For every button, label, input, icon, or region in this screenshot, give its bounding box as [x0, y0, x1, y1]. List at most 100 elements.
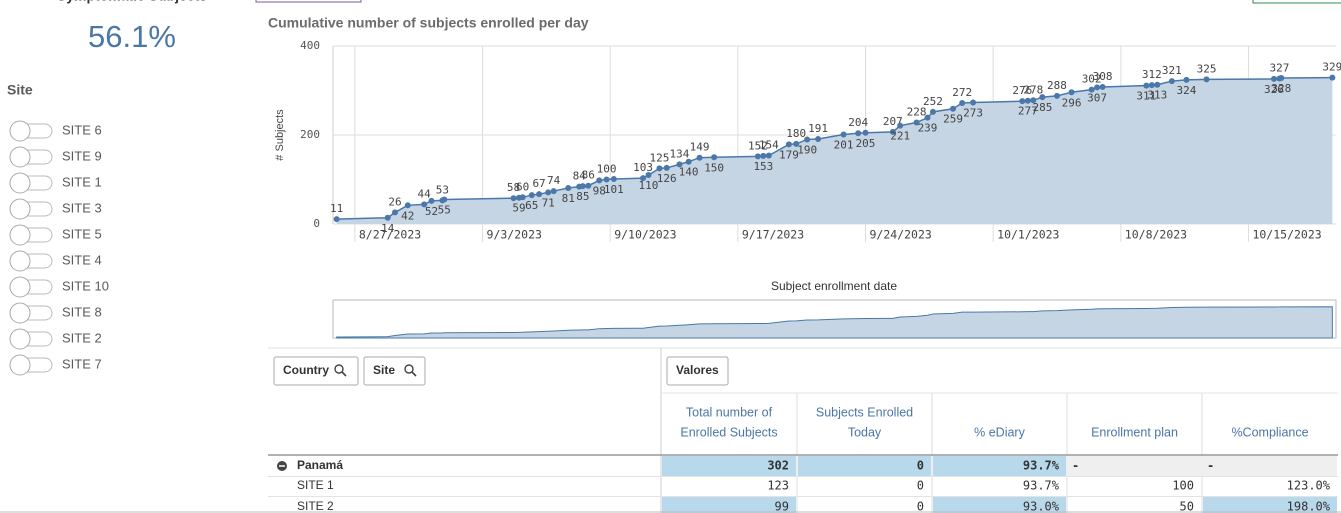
x-tick-label: 9/24/2023	[870, 228, 932, 242]
data-label: 329	[1322, 61, 1341, 74]
data-label: 307	[1087, 91, 1107, 104]
data-label: 312	[1142, 68, 1162, 81]
data-label: 65	[525, 199, 538, 212]
toggle-knob[interactable]	[9, 146, 31, 168]
filter-title: Site	[7, 82, 33, 98]
data-label: 44	[418, 187, 432, 200]
data-point	[1068, 89, 1075, 96]
data-label: 328	[1271, 82, 1291, 95]
toggle-knob[interactable]	[9, 276, 31, 298]
filter-item[interactable]: SITE 10	[62, 278, 109, 293]
data-point	[510, 195, 517, 202]
toggle-knob[interactable]	[9, 172, 31, 194]
data-label: 11	[330, 202, 343, 215]
dimension-button[interactable]	[363, 356, 426, 386]
top-button-edge[interactable]	[1252, 0, 1341, 4]
data-point	[1183, 76, 1190, 83]
toggle-knob[interactable]	[9, 328, 31, 350]
data-point	[1099, 83, 1106, 90]
chart-title: Cumulative number of subjects enrolled p…	[268, 15, 589, 31]
toggle-knob[interactable]	[9, 224, 31, 246]
data-label: 179	[779, 148, 799, 161]
cell-bg	[662, 456, 796, 476]
filter-item[interactable]: SITE 7	[62, 356, 102, 371]
dimension-button[interactable]	[666, 356, 729, 386]
data-label: 42	[401, 209, 414, 222]
filter-item[interactable]: SITE 5	[62, 226, 102, 241]
data-label: 59	[512, 202, 525, 215]
toggle-knob[interactable]	[9, 302, 31, 324]
data-point	[1203, 76, 1210, 83]
x-tick-label: 10/8/2023	[1125, 228, 1187, 242]
cell-bg	[1203, 497, 1337, 513]
column-header: Total number of	[686, 405, 773, 419]
data-label: 277	[1018, 105, 1038, 118]
data-label: 71	[542, 196, 555, 209]
filter-item[interactable]: SITE 4	[62, 252, 102, 267]
filter-item[interactable]: SITE 2	[62, 330, 102, 345]
data-point	[645, 172, 652, 179]
data-point	[384, 214, 391, 221]
top-button-edge[interactable]	[255, 0, 362, 3]
data-label: 53	[436, 183, 449, 196]
kpi-title: Symptomatic Subjects	[57, 0, 207, 4]
button-label[interactable]: Valores	[676, 363, 719, 377]
data-label: 285	[1032, 101, 1052, 114]
data-point	[1154, 81, 1161, 88]
toggle-knob[interactable]	[9, 250, 31, 272]
toggle-knob[interactable]	[9, 120, 31, 142]
data-point	[913, 119, 920, 126]
toggle-knob[interactable]	[9, 354, 31, 376]
data-point	[663, 164, 670, 171]
filter-item[interactable]: SITE 9	[62, 148, 102, 163]
data-label: 204	[848, 116, 868, 129]
data-label: 26	[388, 195, 401, 208]
data-label: 327	[1270, 61, 1290, 74]
data-point	[1329, 74, 1336, 81]
data-label: 67	[532, 177, 545, 190]
data-point	[950, 105, 957, 112]
cell-bg	[662, 497, 796, 513]
data-point	[1088, 86, 1095, 93]
data-point	[929, 108, 936, 115]
data-point	[528, 192, 535, 199]
cell-value: 0	[917, 459, 924, 473]
cell-value: -	[1207, 459, 1214, 473]
data-point	[640, 175, 647, 182]
data-point	[656, 165, 663, 172]
column-header: %Compliance	[1231, 425, 1308, 439]
y-tick-label: 200	[300, 128, 320, 141]
kpi-value: 56.1%	[88, 19, 176, 54]
data-point	[428, 197, 435, 204]
filter-item[interactable]: SITE 8	[62, 304, 102, 319]
button-label[interactable]: Country	[283, 363, 329, 377]
toggle-knob[interactable]	[9, 198, 31, 220]
data-point	[855, 130, 862, 137]
data-point	[333, 216, 340, 223]
data-point	[596, 177, 603, 184]
cell-value: 123.0%	[1287, 479, 1331, 493]
data-label: 74	[547, 174, 561, 187]
data-label: 101	[604, 183, 624, 196]
data-label: 239	[918, 122, 938, 135]
data-label: 52	[425, 205, 438, 218]
data-label: 14	[381, 222, 395, 235]
column-header: Today	[848, 425, 882, 439]
filter-item[interactable]: SITE 6	[62, 122, 102, 137]
filter-item[interactable]: SITE 1	[62, 174, 102, 189]
dimension-button[interactable]	[273, 356, 359, 386]
button-label[interactable]: Site	[373, 363, 395, 377]
filter-item[interactable]: SITE 3	[62, 200, 102, 215]
data-label: 103	[633, 161, 653, 174]
cell-bg	[1203, 456, 1337, 476]
cell-value: 0	[917, 500, 924, 513]
data-label: 296	[1062, 96, 1082, 109]
data-point	[1143, 82, 1150, 89]
data-point	[785, 141, 792, 148]
data-label: 325	[1197, 62, 1217, 75]
cell-bg	[933, 456, 1066, 476]
data-label: 58	[507, 181, 520, 194]
data-label: 84	[573, 170, 587, 183]
cell-value: 99	[775, 500, 789, 513]
